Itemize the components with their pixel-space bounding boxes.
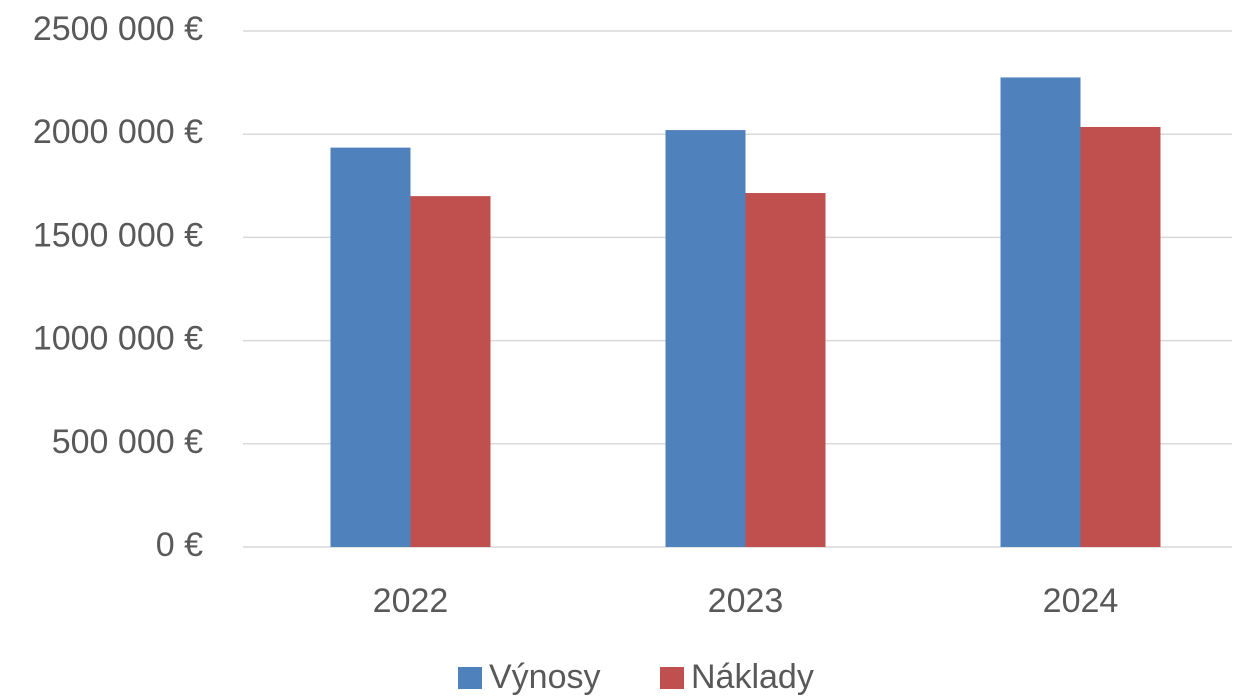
legend-label: Náklady (691, 658, 814, 696)
legend-swatch (660, 667, 684, 689)
x-tick-label: 2023 (708, 582, 784, 620)
x-tick-label: 2022 (373, 582, 449, 620)
bar (665, 130, 746, 547)
x-tick-label: 2024 (1043, 582, 1119, 620)
y-tick-label: 2500 000 € (33, 10, 203, 48)
y-tick-label: 1500 000 € (33, 216, 203, 254)
legend-swatch (458, 667, 482, 689)
bar (1080, 126, 1161, 547)
bar (330, 147, 411, 547)
y-tick-label: 500 000 € (52, 423, 203, 461)
y-tick-label: 1000 000 € (33, 320, 203, 358)
y-tick-label: 2000 000 € (33, 113, 203, 151)
y-tick-label: 0 € (156, 526, 203, 564)
legend-label: Výnosy (489, 658, 601, 696)
bar (410, 196, 491, 547)
bar (745, 193, 826, 548)
bar (1000, 77, 1081, 547)
